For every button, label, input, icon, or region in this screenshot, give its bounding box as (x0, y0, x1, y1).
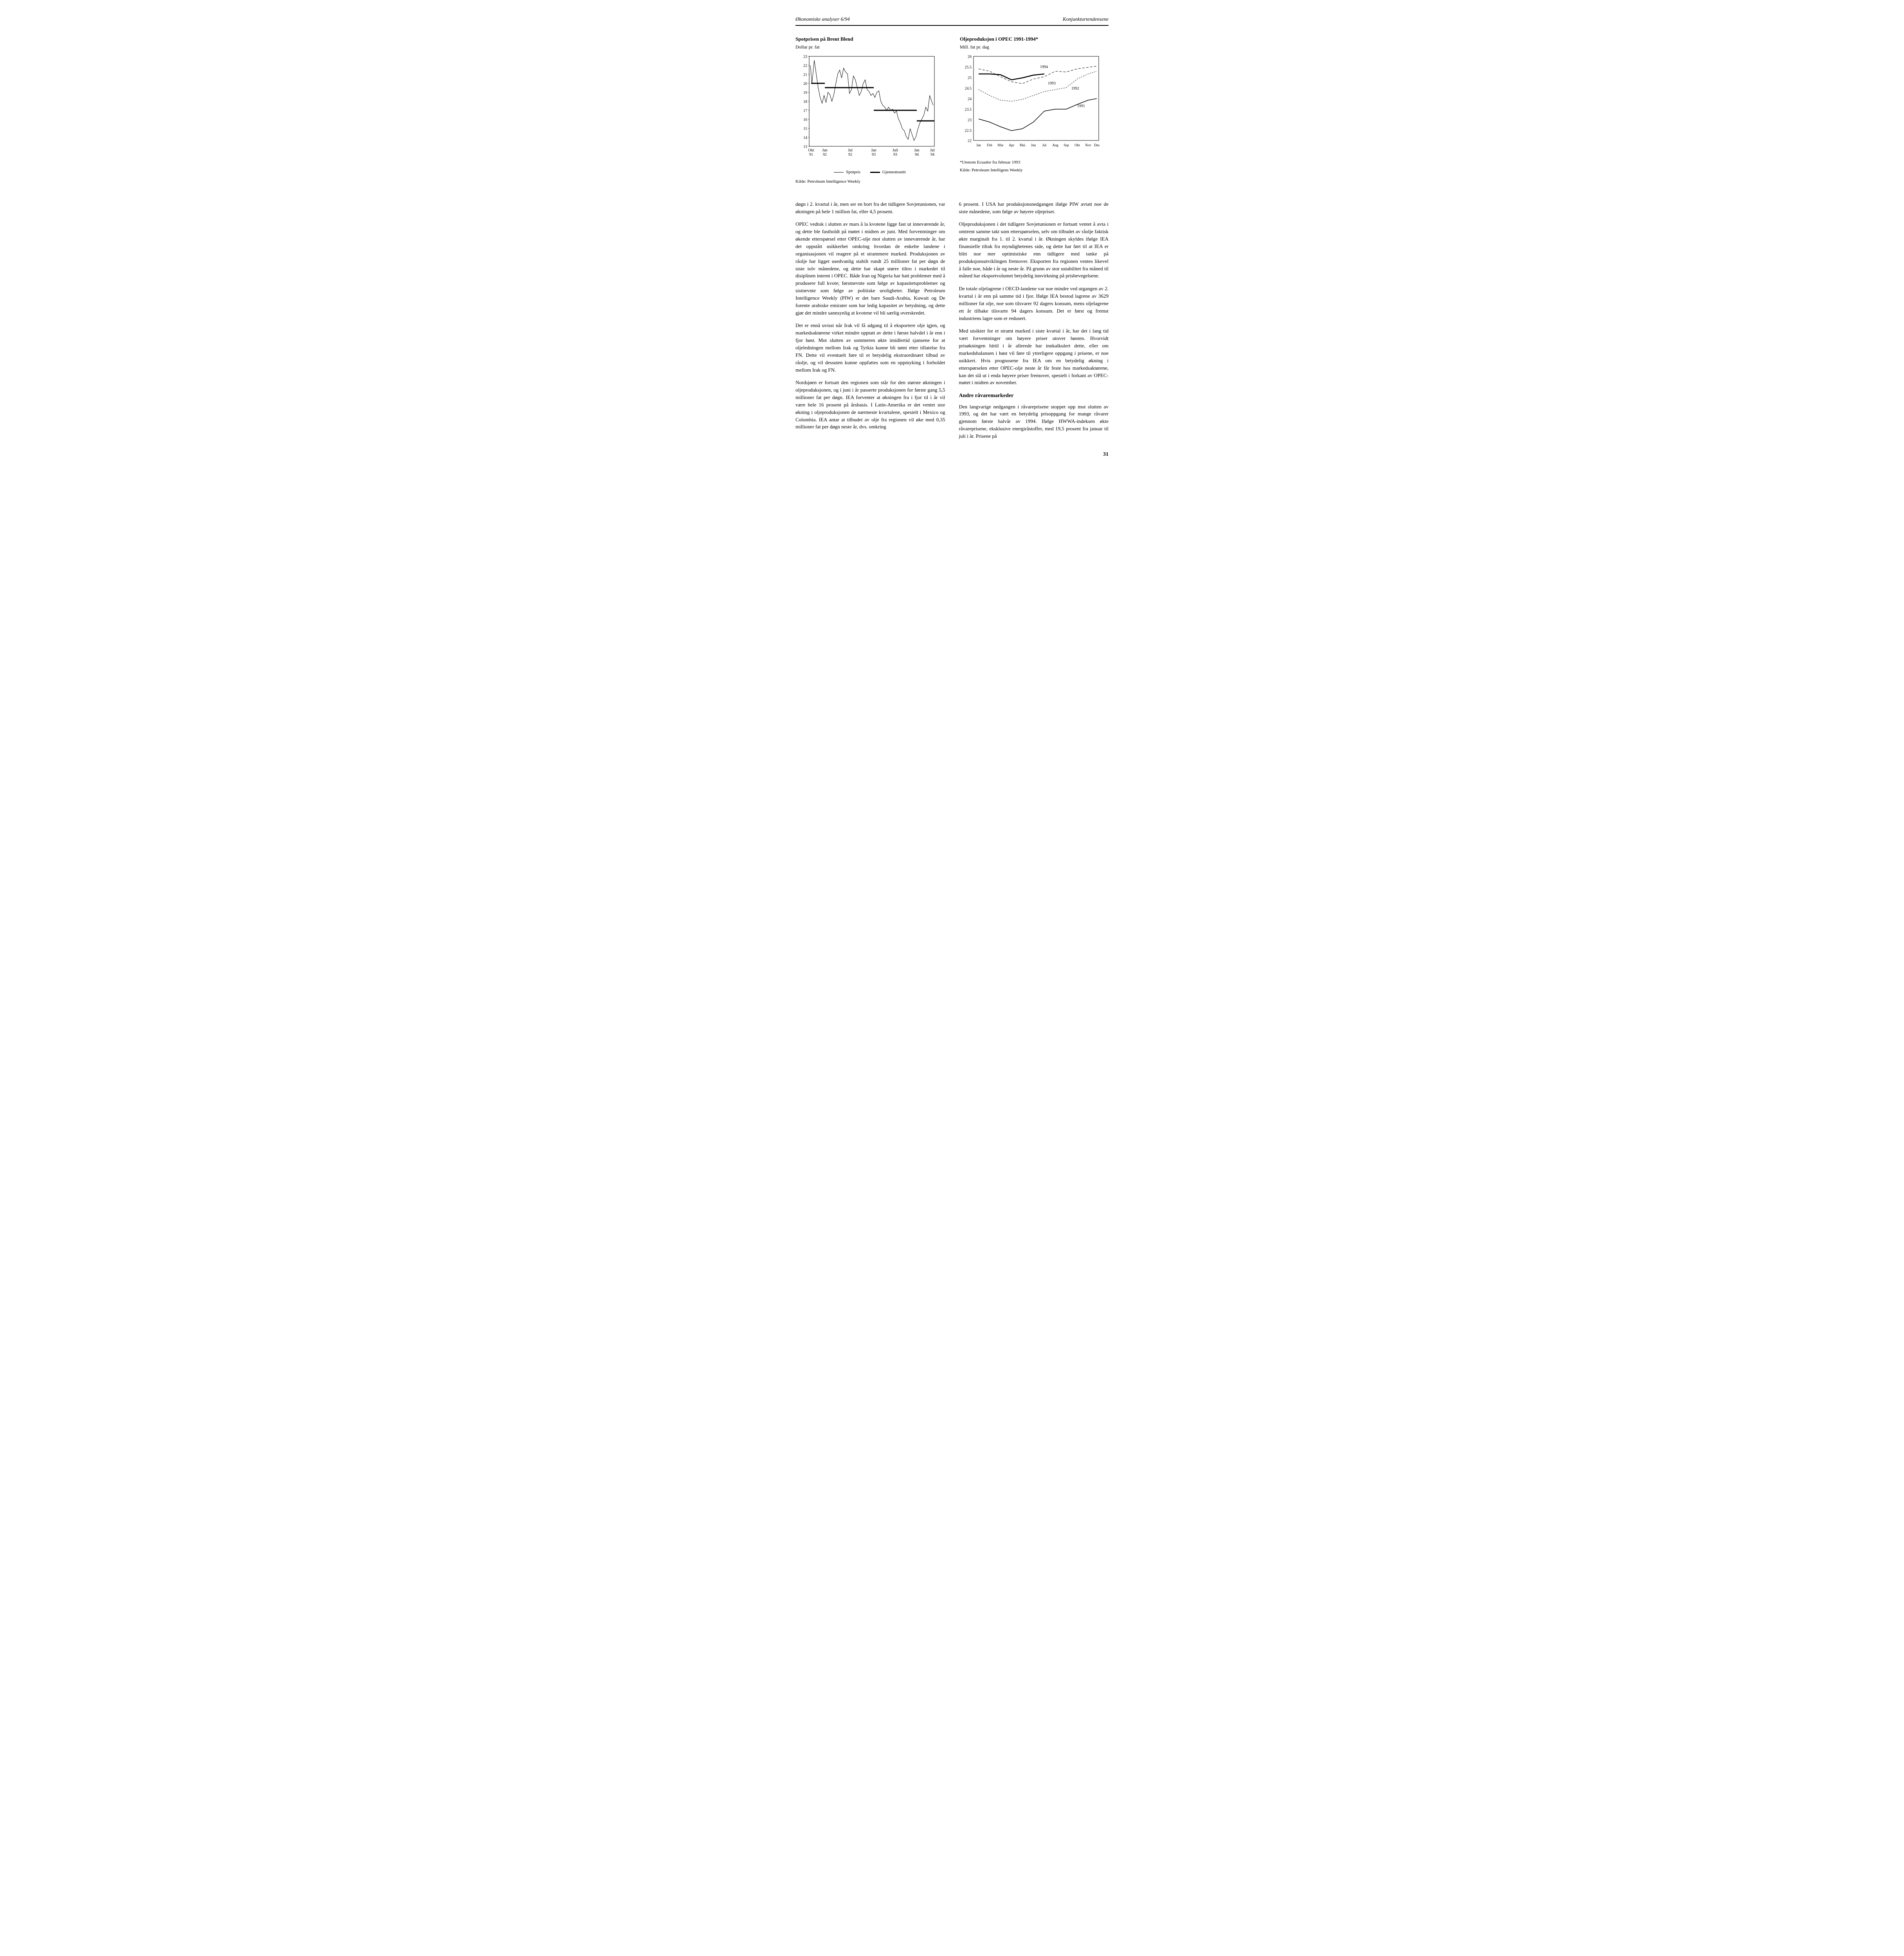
page-number: 31 (795, 451, 1109, 458)
chart2-subtitle: Mill. fat pr. dag (960, 44, 1109, 50)
chart1-title: Spotprisen på Brent Blend (795, 36, 944, 43)
page-header: Økonomiske analyser 6/94 Konjunkturtende… (795, 16, 1109, 26)
svg-text:Okt: Okt (1074, 143, 1080, 147)
para-9: Den langvarige nedgangen i råvareprisene… (959, 403, 1109, 440)
svg-text:1992: 1992 (1071, 86, 1079, 91)
para-4: Nordsjøen er fortsatt den regionen som s… (795, 379, 945, 431)
chart2-title: Oljeproduksjon i OPEC 1991-1994* (960, 36, 1109, 43)
chart2-svg: 26 25.5 25 24.5 24 23.5 23 22.5 22 Jan F… (960, 52, 1105, 154)
svg-text:23.5: 23.5 (965, 108, 972, 112)
para-1: døgn i 2. kvartal i år, men ser en bort … (795, 201, 945, 216)
svg-text:Okt: Okt (808, 148, 814, 153)
svg-text:Apr: Apr (1009, 143, 1014, 147)
chart1-source: Kilde: Petroleum Intelligence Weekly (795, 179, 944, 185)
svg-text:22: 22 (803, 64, 807, 68)
svg-text:13: 13 (803, 145, 807, 149)
svg-text:25: 25 (968, 76, 972, 80)
chart1-subtitle: Dollar pr. fat (795, 44, 944, 50)
svg-text:92: 92 (823, 153, 827, 157)
para-2: OPEC vedtok i slutten av mars å la kvote… (795, 221, 945, 316)
svg-text:Sep: Sep (1064, 143, 1069, 147)
svg-text:25.5: 25.5 (965, 65, 972, 70)
svg-text:93: 93 (893, 153, 897, 157)
body-columns: døgn i 2. kvartal i år, men ser en bort … (795, 201, 1109, 441)
chart1-legend: Spotpris Gjennomsnitt (795, 169, 944, 176)
svg-text:94: 94 (930, 153, 934, 157)
svg-text:94: 94 (915, 153, 919, 157)
svg-text:Jul: Jul (848, 148, 853, 153)
chart-spotpris: Spotprisen på Brent Blend Dollar pr. fat… (795, 36, 944, 185)
svg-text:26: 26 (968, 55, 972, 59)
svg-text:1991: 1991 (1077, 104, 1085, 108)
svg-text:20: 20 (803, 82, 807, 86)
svg-text:22.5: 22.5 (965, 129, 972, 133)
svg-text:24: 24 (968, 97, 972, 101)
svg-text:Mar: Mar (998, 143, 1004, 147)
chart2-note: *Utenom Ecuador fra februar 1993 (960, 160, 1109, 166)
svg-text:Juli: Juli (893, 148, 898, 153)
svg-text:Aug: Aug (1052, 143, 1058, 147)
svg-text:18: 18 (803, 100, 807, 104)
svg-text:17: 17 (803, 109, 807, 113)
para-7: De totale oljelagrene i OECD-landene var… (959, 285, 1109, 322)
svg-text:Jul: Jul (930, 148, 935, 153)
svg-text:Jun: Jun (1031, 143, 1036, 147)
svg-text:14: 14 (803, 136, 807, 140)
para-8: Med utsikter for et stramt marked i sist… (959, 327, 1109, 387)
svg-text:1993: 1993 (1048, 81, 1056, 86)
para-6: Oljeproduksjonen i det tidligere Sovjetu… (959, 221, 1109, 280)
para-3: Det er ennå uvisst når Irak vil få adgan… (795, 322, 945, 374)
chart1-svg: 23 22 21 20 19 18 17 16 15 14 13 Okt91 J… (795, 52, 940, 162)
svg-text:Jan: Jan (871, 148, 876, 153)
chart2-source: Kilde: Petroleum Intelligens Weekly (960, 167, 1109, 174)
svg-text:91: 91 (809, 153, 813, 157)
header-left: Økonomiske analyser 6/94 (795, 16, 850, 23)
svg-text:Jan: Jan (822, 148, 827, 153)
svg-text:Des: Des (1094, 143, 1100, 147)
svg-text:Mai: Mai (1020, 143, 1026, 147)
charts-row: Spotprisen på Brent Blend Dollar pr. fat… (795, 36, 1109, 185)
svg-text:22: 22 (968, 139, 972, 143)
legend-gjennomsnitt: Gjennomsnitt (870, 169, 906, 176)
svg-text:15: 15 (803, 127, 807, 131)
svg-text:Jul: Jul (1042, 143, 1047, 147)
svg-text:16: 16 (803, 118, 807, 122)
svg-text:Jan: Jan (914, 148, 919, 153)
svg-text:23: 23 (968, 118, 972, 122)
chart-opec: Oljeproduksjon i OPEC 1991-1994* Mill. f… (960, 36, 1109, 185)
svg-text:1994: 1994 (1040, 65, 1048, 69)
legend-spotpris: Spotpris (834, 169, 860, 176)
svg-text:23: 23 (803, 55, 807, 59)
svg-text:19: 19 (803, 91, 807, 95)
svg-text:92: 92 (848, 153, 852, 157)
para-5: 6 prosent. I USA har produksjonsnedgange… (959, 201, 1109, 216)
svg-text:24.5: 24.5 (965, 86, 972, 91)
svg-text:93: 93 (872, 153, 876, 157)
svg-text:Jan: Jan (976, 143, 981, 147)
svg-text:21: 21 (803, 73, 807, 77)
header-right: Konjunkturtendensene (1063, 16, 1109, 23)
svg-text:Feb: Feb (987, 143, 992, 147)
section-heading: Andre råvaremarkeder (959, 392, 1109, 400)
svg-text:Nov: Nov (1085, 143, 1091, 147)
